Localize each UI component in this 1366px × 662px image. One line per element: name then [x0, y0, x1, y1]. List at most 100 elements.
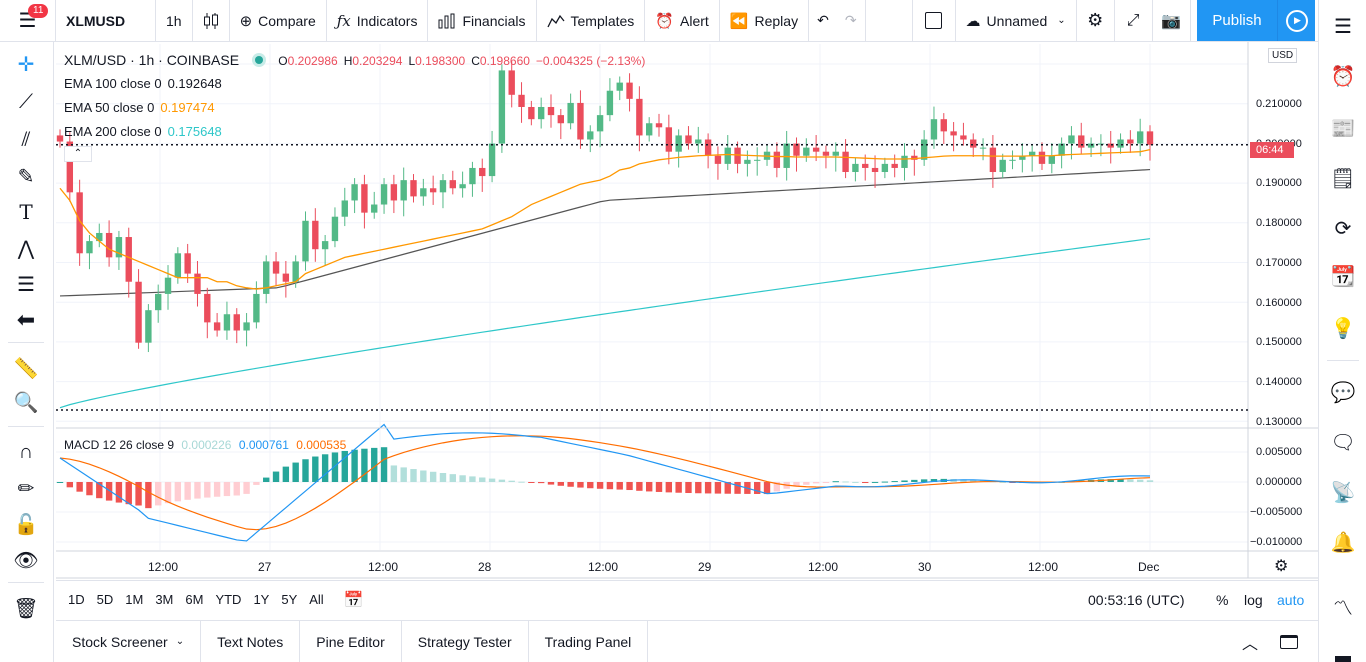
play-button[interactable]: ▶ — [1277, 0, 1315, 41]
rewind-icon: ⏪ — [729, 12, 749, 30]
range-ytd[interactable]: YTD — [215, 592, 242, 607]
chart-style-button[interactable] — [193, 0, 230, 42]
percent-toggle[interactable]: % — [1216, 591, 1229, 608]
candle-body — [930, 119, 938, 140]
candle-body — [704, 139, 712, 156]
candle-body — [282, 273, 290, 282]
snapshot-button[interactable]: 📷 — [1153, 0, 1191, 42]
stay-drawing-tool[interactable]: ✏ — [12, 474, 40, 502]
redo-button[interactable]: ↷ — [837, 0, 866, 42]
chart-settings-button[interactable]: ⚙ — [1274, 556, 1288, 576]
financials-button[interactable]: Financials — [428, 0, 537, 42]
candle-body — [115, 237, 123, 258]
auto-toggle[interactable]: auto — [1277, 591, 1305, 608]
fullscreen-select-button[interactable] — [911, 0, 956, 42]
remove-tool[interactable]: 🗑 — [12, 594, 40, 622]
macd-hist-bar — [577, 482, 584, 488]
chart-canvas[interactable] — [0, 0, 1318, 620]
data-window-button[interactable]: ⟳ — [1329, 214, 1357, 242]
utc-clock[interactable]: 00:53:16 (UTC) — [1088, 591, 1185, 608]
notifications-button[interactable]: 🔔 — [1329, 528, 1357, 556]
macd-tick-label: −0.010000 — [1250, 536, 1303, 548]
range-all[interactable]: All — [309, 592, 324, 607]
settings-button[interactable]: ⚙ — [1077, 0, 1115, 42]
compare-button[interactable]: ⊕ Compare — [230, 0, 327, 42]
alert-button[interactable]: ⏰ Alert — [645, 0, 720, 42]
prediction-tool[interactable]: ☰ — [12, 270, 40, 298]
currency-label[interactable]: USD — [1268, 48, 1298, 63]
candle-body — [429, 188, 437, 193]
macd-hist-bar — [812, 482, 820, 484]
interval-button[interactable]: 1h — [156, 0, 193, 42]
tab-strategy-tester[interactable]: Strategy Tester — [402, 620, 529, 662]
ideas-button[interactable]: 💡 — [1329, 314, 1357, 342]
candle-body — [380, 184, 388, 205]
replay-button[interactable]: ⏪ Replay — [720, 0, 810, 42]
macd-hist-bar — [233, 482, 240, 496]
chats-button[interactable]: 💬 — [1329, 378, 1357, 406]
publish-button[interactable]: Publish — [1197, 0, 1277, 41]
zoom-tool[interactable]: 🔍 — [12, 388, 40, 416]
hotlists-button[interactable]: 〽 — [1329, 592, 1357, 620]
lock-tool[interactable]: 🔓 — [12, 510, 40, 538]
text-tool[interactable]: T — [12, 198, 40, 226]
candle-body — [312, 220, 319, 250]
tab-trading-panel[interactable]: Trading Panel — [529, 620, 649, 662]
expand-panel-button[interactable]: ︿ — [1242, 630, 1258, 654]
range-3m[interactable]: 3M — [155, 592, 174, 607]
range-1d[interactable]: 1D — [68, 592, 85, 607]
time-tick-label: 12:00 — [1028, 560, 1059, 574]
maximize-panel-button[interactable] — [1280, 634, 1298, 649]
fullscreen-button[interactable]: ⤢ — [1115, 0, 1153, 42]
range-5y[interactable]: 5Y — [281, 592, 298, 607]
macd-hist-bar — [911, 479, 918, 482]
macd-hist-bar — [537, 482, 545, 484]
layout-button[interactable]: ☁ Unnamed ⌄ — [956, 0, 1077, 42]
panel-toggle-icon[interactable] — [1335, 656, 1351, 662]
ema200-label: EMA 200 close 0 — [64, 124, 162, 139]
news-button[interactable]: 📰 — [1329, 114, 1357, 142]
main-menu-button[interactable]: ☰ 11 — [0, 0, 56, 42]
candle-body — [390, 184, 398, 201]
templates-button[interactable]: Templates — [537, 0, 646, 42]
candle-body — [174, 253, 182, 278]
tab-text-notes[interactable]: Text Notes — [201, 620, 301, 662]
symbol-search-button[interactable]: XLMUSD — [56, 0, 156, 42]
range-6m[interactable]: 6M — [185, 592, 204, 607]
undo-button[interactable]: ↶ — [809, 0, 837, 42]
candle-body — [989, 147, 997, 173]
macd-hist-bar — [194, 482, 201, 499]
brush-tool[interactable]: ✎ — [12, 162, 40, 190]
ideas-stream-button[interactable]: 🗒 — [1329, 164, 1357, 192]
range-1m[interactable]: 1M — [125, 592, 144, 607]
crosshair-tool[interactable]: ✛ — [12, 50, 40, 78]
candle-body — [901, 155, 908, 168]
pitchfork-tool[interactable]: ⫽ — [12, 126, 40, 154]
macd-hist-bar — [714, 482, 722, 494]
range-5d[interactable]: 5D — [96, 592, 114, 607]
tab-pine-editor[interactable]: Pine Editor — [300, 620, 402, 662]
pattern-tool[interactable]: ⋀ — [12, 234, 40, 262]
messages-button[interactable]: 🗨 — [1329, 428, 1357, 456]
goto-date-icon[interactable]: 📅 — [343, 591, 364, 609]
indicators-button[interactable]: ƒx Indicators — [327, 0, 429, 42]
candle-body — [596, 115, 604, 132]
hide-tool[interactable]: 👁 — [12, 546, 40, 574]
alerts-button[interactable]: ⏰ — [1329, 62, 1357, 90]
magnet-tool[interactable]: ∩ — [12, 438, 40, 466]
watchlist-button[interactable]: ☰ — [1329, 12, 1357, 40]
ohlc-c: C0.198660 — [471, 54, 530, 68]
macd-hist-bar — [528, 482, 535, 483]
measure-tool[interactable]: 📏 — [12, 354, 40, 382]
tab-stock-screener[interactable]: Stock Screener ⌄ — [56, 620, 202, 662]
range-1y[interactable]: 1Y — [253, 592, 270, 607]
candle-body — [449, 180, 456, 189]
streams-button[interactable]: 📡 — [1329, 478, 1357, 506]
macd-hist-bar — [596, 482, 604, 489]
log-toggle[interactable]: log — [1244, 591, 1263, 608]
calendar-button[interactable]: 📆 — [1329, 262, 1357, 290]
trendline-tool[interactable]: ⟋ — [12, 88, 40, 116]
collapse-legend-button[interactable]: ⌃ — [64, 146, 92, 162]
back-tool[interactable]: ⬅ — [12, 306, 40, 334]
eye-icon: 👁 — [13, 549, 39, 572]
